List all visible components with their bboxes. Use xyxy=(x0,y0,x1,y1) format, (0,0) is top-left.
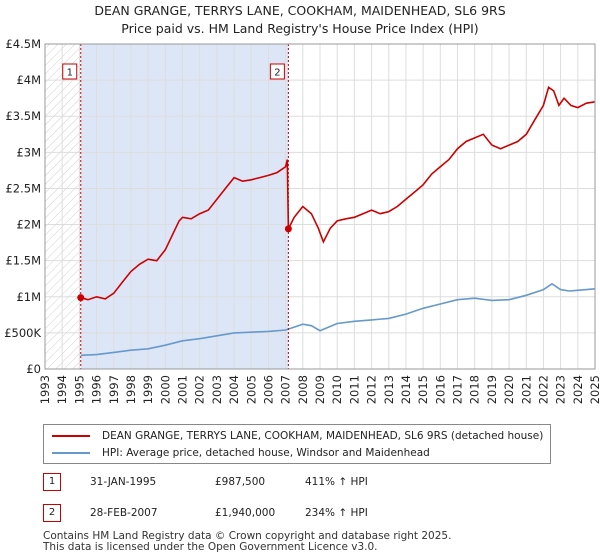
x-tick-label: 1995 xyxy=(72,375,86,404)
x-tick-label: 2011 xyxy=(347,375,361,404)
x-tick-label: 2009 xyxy=(313,375,327,404)
legend-label-property: DEAN GRANGE, TERRYS LANE, COOKHAM, MAIDE… xyxy=(102,430,544,442)
x-tick-label: 2023 xyxy=(554,375,568,404)
x-tick-label: 2017 xyxy=(451,375,465,404)
x-tick-label: 2020 xyxy=(502,375,516,404)
x-tick-label: 1994 xyxy=(55,375,69,404)
sale-date: 31-JAN-1995 xyxy=(90,476,157,488)
legend-label-hpi: HPI: Average price, detached house, Wind… xyxy=(102,447,430,459)
hpi-line xyxy=(80,282,596,357)
y-tick-label: £1M xyxy=(16,290,41,304)
x-tick-label: 2004 xyxy=(227,375,241,404)
y-tick-label: £4.5M xyxy=(5,37,41,51)
x-tick-label: 2007 xyxy=(279,375,293,404)
chart-legend: DEAN GRANGE, TERRYS LANE, COOKHAM, MAIDE… xyxy=(43,424,551,464)
footer-copyright: Contains HM Land Registry data © Crown c… xyxy=(43,530,452,542)
x-tick-label: 2025 xyxy=(588,375,600,404)
sale-hpi: 234% ↑ HPI xyxy=(305,507,368,519)
footer-licence: This data is licensed under the Open Gov… xyxy=(43,541,378,553)
price-chart: 1 2 £0 £500K £1M £1.5M £2M £2.5M £3M £3.5M £4M £4.… xyxy=(4,37,600,404)
sale-marker-box xyxy=(269,63,285,80)
x-tick-label: 2008 xyxy=(296,375,310,404)
sale-marker-label: 1 xyxy=(67,68,73,79)
y-tick-label: £4M xyxy=(16,73,41,87)
x-tick-label: 2002 xyxy=(193,375,207,404)
legend-swatch-property xyxy=(52,435,90,437)
x-tick-label: 2013 xyxy=(382,375,396,404)
x-tick-label: 2019 xyxy=(485,375,499,404)
y-tick-label: £2.5M xyxy=(5,181,41,195)
x-tick-label: 2000 xyxy=(158,375,172,404)
x-tick-label: 2022 xyxy=(536,375,550,404)
x-tick-label: 2021 xyxy=(519,375,533,404)
x-tick-label: 2010 xyxy=(330,375,344,404)
x-tick-label: 1996 xyxy=(90,375,104,404)
sale-badge: 2 xyxy=(43,504,61,522)
sale-date: 28-FEB-2007 xyxy=(90,507,158,519)
x-tick-label: 2001 xyxy=(176,375,190,404)
x-tick-label: 2016 xyxy=(433,375,447,404)
property-line xyxy=(80,85,596,301)
ownership-shade xyxy=(80,44,289,369)
sale-point xyxy=(77,294,85,302)
y-tick-label: £3.5M xyxy=(5,109,41,123)
y-tick-label: £2M xyxy=(16,218,41,232)
x-tick-label: 2014 xyxy=(399,375,413,404)
plot-border xyxy=(44,43,596,370)
x-tick-label: 2003 xyxy=(210,375,224,404)
y-tick-label: £500K xyxy=(4,326,41,340)
x-tick-label: 2005 xyxy=(244,375,258,404)
x-tick-label: 1999 xyxy=(141,375,155,404)
x-tick-label: 2006 xyxy=(261,375,275,404)
sale-badge: 1 xyxy=(43,473,61,491)
x-tick-label: 2024 xyxy=(571,375,585,404)
sale-marker-label: 2 xyxy=(274,68,280,79)
x-tick-label: 2015 xyxy=(416,375,430,404)
y-tick-label: £1.5M xyxy=(5,254,41,268)
sale-point xyxy=(284,225,292,233)
sale-price: £1,940,000 xyxy=(215,507,276,519)
y-tick-label: £3M xyxy=(16,145,41,159)
x-tick-label: 1997 xyxy=(107,375,121,404)
y-tick-label: £0 xyxy=(26,362,41,376)
pre-data-hatch xyxy=(45,44,81,369)
x-tick-label: 2012 xyxy=(365,375,379,404)
sale-price: £987,500 xyxy=(215,476,266,488)
sale-marker-box xyxy=(62,63,78,80)
chart-subtitle: Price paid vs. HM Land Registry's House … xyxy=(121,21,479,36)
x-tick-label: 1993 xyxy=(38,375,52,404)
x-tick-label: 2018 xyxy=(468,375,482,404)
legend-swatch-hpi xyxy=(52,452,90,454)
sale-hpi: 411% ↑ HPI xyxy=(305,476,368,488)
chart-title: DEAN GRANGE, TERRYS LANE, COOKHAM, MAIDE… xyxy=(94,3,506,18)
x-tick-label: 1998 xyxy=(124,375,138,404)
